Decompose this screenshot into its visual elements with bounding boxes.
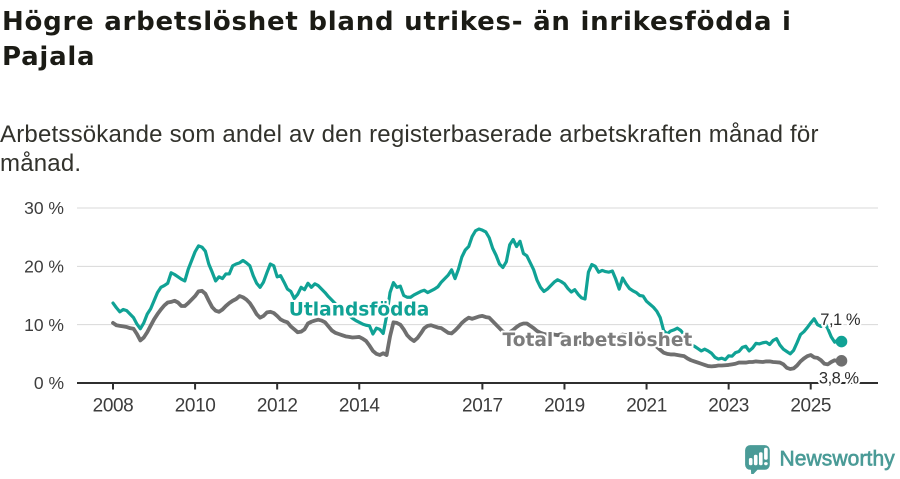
- y-axis-labels: 0 % 10 % 20 % 30 %: [24, 198, 64, 393]
- x-tick-label-2012: 2012: [257, 396, 298, 417]
- y-tick-label-30: 30 %: [24, 198, 64, 218]
- series-end-dots: [835, 335, 848, 367]
- series-label-total: Total arbetslöshet: [503, 330, 693, 351]
- chart-title: Högre arbetslöshet bland utrikes- än inr…: [2, 7, 792, 72]
- x-tick-label-2017: 2017: [462, 396, 503, 417]
- logo-bar: [748, 458, 753, 466]
- series-line-foreign-born: [111, 227, 844, 362]
- x-axis-ticks: [112, 383, 812, 390]
- x-tick-label-2023: 2023: [708, 396, 749, 417]
- end-dot-total: [835, 355, 848, 367]
- end-value-label-foreign-born: 7,1 %: [820, 311, 861, 329]
- series-lines: [111, 227, 844, 371]
- series-line-total: [111, 288, 844, 371]
- x-tick-label-2014: 2014: [339, 396, 381, 417]
- newsworthy-logo: Newsworthy: [745, 445, 896, 476]
- logo-bar: [753, 454, 758, 466]
- x-tick-label-2025: 2025: [790, 396, 831, 417]
- logo-bar: [759, 452, 763, 466]
- newsworthy-icon: [745, 445, 770, 476]
- end-dot-foreign-born: [835, 335, 848, 348]
- x-axis-labels: 2008 2010 2012 2014 2017 2019 2021 2023 2025: [93, 396, 832, 417]
- y-tick-label-0: 0 %: [34, 373, 64, 393]
- x-tick-label-2019: 2019: [544, 396, 585, 417]
- y-tick-label-10: 10 %: [24, 315, 64, 335]
- y-tick-label-20: 20 %: [24, 257, 64, 277]
- x-tick-label-2021: 2021: [626, 396, 667, 417]
- logo-bar: [764, 462, 768, 466]
- x-tick-label-2010: 2010: [175, 396, 216, 417]
- x-tick-label-2008: 2008: [93, 396, 134, 417]
- series-label-foreign-born: Utlandsfödda: [289, 299, 430, 320]
- chart-subtitle: Arbetssökande som andel av den registerb…: [0, 121, 819, 177]
- logo-bar: [764, 447, 768, 460]
- newsworthy-wordmark: Newsworthy: [780, 447, 896, 470]
- gridlines: [77, 207, 878, 326]
- end-value-label-total: 3,8 %: [819, 370, 860, 388]
